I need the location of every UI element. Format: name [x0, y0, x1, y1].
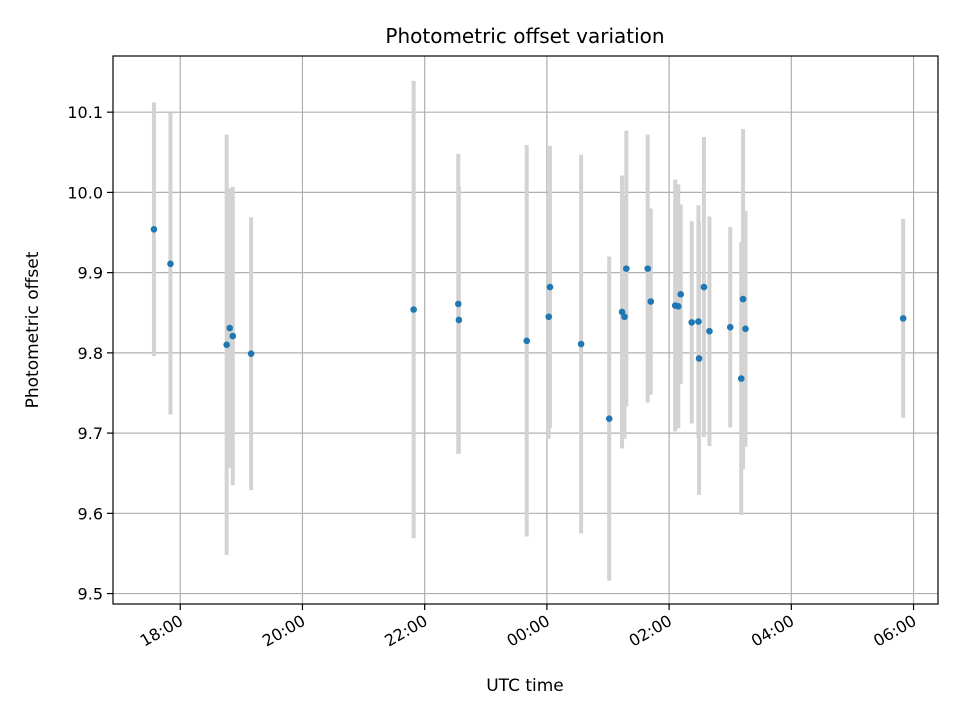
data-point	[150, 226, 158, 233]
y-tick-label: 9.8	[78, 344, 103, 363]
data-point	[726, 323, 734, 331]
data-point	[455, 316, 463, 324]
data-point	[899, 315, 907, 322]
y-tick-label: 9.6	[78, 504, 103, 523]
y-axis-label: Photometric offset	[23, 251, 43, 408]
data-point	[737, 375, 745, 382]
data-point	[605, 415, 613, 422]
data-point	[577, 340, 585, 348]
plot-frame	[112, 55, 939, 605]
y-tick-label: 9.7	[78, 424, 103, 443]
data-point	[223, 341, 230, 349]
data-point	[742, 325, 749, 333]
data-point	[739, 295, 747, 303]
data-point	[647, 298, 655, 305]
y-tick-label: 9.9	[78, 264, 103, 283]
data-point	[623, 265, 630, 272]
data-point	[410, 306, 417, 313]
data-point	[677, 290, 685, 298]
data-point	[644, 265, 652, 272]
chart-title: Photometric offset variation	[385, 24, 664, 48]
y-tick-label: 10.0	[67, 183, 103, 202]
data-point	[706, 327, 713, 335]
y-tick-label: 10.1	[67, 103, 103, 122]
data-point	[621, 313, 628, 321]
y-axis-ticks: 9.5 9.6 9.7 9.8 9.9 10.0 10.1	[67, 103, 113, 604]
data-points	[150, 226, 907, 422]
data-point	[454, 300, 462, 308]
data-point	[229, 332, 237, 340]
data-point	[700, 283, 708, 291]
data-point	[523, 337, 531, 345]
data-point	[545, 313, 553, 321]
data-point	[546, 283, 554, 291]
data-point	[247, 350, 255, 357]
x-axis-label: UTC time	[486, 676, 564, 696]
data-point	[695, 355, 703, 362]
data-point	[167, 260, 174, 268]
y-tick-label: 9.5	[78, 585, 103, 604]
data-point	[695, 318, 702, 325]
data-point	[688, 319, 696, 326]
data-point	[674, 303, 682, 310]
data-point	[226, 324, 234, 332]
